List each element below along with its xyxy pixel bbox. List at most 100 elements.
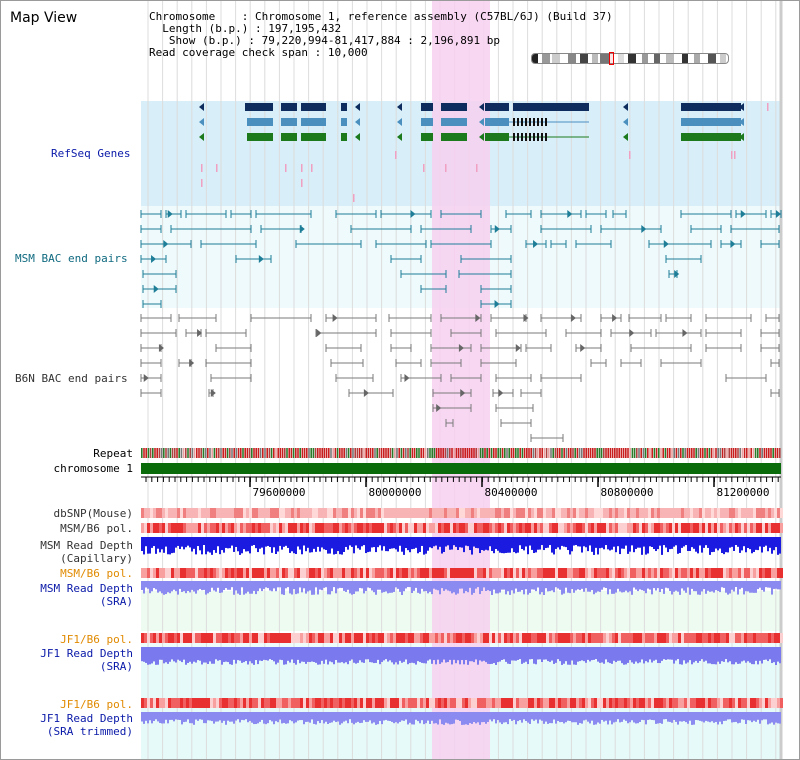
polymorphism-cell xyxy=(702,633,705,643)
read-depth-bar xyxy=(197,537,199,547)
read-depth-bar xyxy=(767,712,769,725)
read-depth-bar xyxy=(219,537,221,555)
polymorphism-cell xyxy=(360,508,363,518)
polymorphism-cell xyxy=(771,508,774,518)
read-depth-bar xyxy=(459,712,461,722)
read-depth-bar xyxy=(709,537,711,555)
polymorphism-cell xyxy=(777,633,780,643)
polymorphism-cell xyxy=(312,698,315,708)
polymorphism-cell xyxy=(768,698,771,708)
read-depth-bar xyxy=(373,537,375,548)
read-depth-bar xyxy=(715,712,717,722)
polymorphism-cell xyxy=(198,633,201,643)
read-depth-bar xyxy=(263,537,265,555)
read-depth-bar xyxy=(725,712,727,721)
read-depth-bar xyxy=(413,647,415,664)
polymorphism-cell xyxy=(189,523,192,533)
polymorphism-cell xyxy=(534,568,537,578)
read-depth-bar xyxy=(335,537,337,554)
read-depth-bar xyxy=(171,581,173,592)
polymorphism-cell xyxy=(369,698,372,708)
read-depth-bar xyxy=(265,581,267,588)
read-depth-bar xyxy=(147,647,149,665)
read-depth-bar xyxy=(331,647,333,663)
msm-bac-marker xyxy=(663,240,669,248)
repeat-mark xyxy=(372,448,374,458)
polymorphism-cell xyxy=(270,508,273,518)
read-depth-bar xyxy=(241,647,243,663)
read-depth-bar xyxy=(777,581,779,590)
polymorphism-cell xyxy=(780,568,783,578)
read-depth-bar xyxy=(635,537,637,549)
read-depth-bar xyxy=(449,537,451,550)
read-depth-bar xyxy=(401,712,403,721)
read-depth-bar xyxy=(397,581,399,589)
repeat-mark xyxy=(519,448,521,458)
read-depth-bar xyxy=(649,537,651,547)
polymorphism-cell xyxy=(267,523,270,533)
repeat-mark xyxy=(455,448,458,458)
read-depth-bar xyxy=(223,581,225,591)
read-depth-bar xyxy=(571,537,573,552)
polymorphism-cell xyxy=(381,523,384,533)
polymorphism-cell xyxy=(360,523,363,533)
ideogram-position-marker[interactable] xyxy=(609,52,614,65)
polymorphism-cell xyxy=(651,508,654,518)
repeat-mark xyxy=(229,448,231,458)
gene-exon-small xyxy=(533,133,535,141)
polymorphism-cell xyxy=(672,508,675,518)
read-depth-bar xyxy=(527,712,529,723)
repeat-mark xyxy=(308,448,310,458)
polymorphism-cell xyxy=(609,508,612,518)
read-depth-bar xyxy=(451,537,453,550)
polymorphism-cell xyxy=(675,633,678,643)
repeat-mark xyxy=(354,448,356,458)
repeat-mark xyxy=(209,448,211,458)
polymorphism-cell xyxy=(609,698,612,708)
read-depth-bar xyxy=(703,647,705,662)
read-depth-bar xyxy=(727,712,729,720)
polymorphism-cell xyxy=(462,568,465,578)
gene-tick xyxy=(301,179,303,187)
polymorphism-cell xyxy=(759,523,762,533)
polymorphism-cell xyxy=(711,568,714,578)
read-depth-bar xyxy=(229,581,231,590)
read-depth-bar xyxy=(505,581,507,595)
read-depth-bar xyxy=(539,712,541,720)
read-depth-bar xyxy=(705,581,707,594)
read-depth-bar xyxy=(779,712,781,724)
polymorphism-cell xyxy=(507,698,510,708)
polymorphism-cell xyxy=(528,508,531,518)
repeat-mark xyxy=(508,448,510,458)
polymorphism-cell xyxy=(516,633,519,643)
polymorphism-cell xyxy=(660,508,663,518)
read-depth-bar xyxy=(615,581,617,593)
read-depth-bar xyxy=(253,537,255,546)
repeat-mark xyxy=(319,448,321,458)
repeat-mark xyxy=(589,448,592,458)
polymorphism-cell xyxy=(186,568,189,578)
repeat-mark xyxy=(565,448,568,458)
read-depth-bar xyxy=(683,712,685,722)
read-depth-bar xyxy=(355,581,357,592)
read-depth-bar xyxy=(577,581,579,590)
read-depth-bar xyxy=(217,581,219,588)
polymorphism-cell xyxy=(591,508,594,518)
repeat-mark xyxy=(431,448,433,458)
polymorphism-cell xyxy=(594,698,597,708)
repeat-mark xyxy=(336,448,339,458)
read-depth-bar xyxy=(503,712,505,723)
repeat-mark xyxy=(196,448,198,458)
read-depth-bar xyxy=(245,537,247,552)
read-depth-bar xyxy=(489,537,491,547)
read-depth-bar xyxy=(315,712,317,725)
polymorphism-cell xyxy=(495,523,498,533)
read-depth-bar xyxy=(611,537,613,550)
polymorphism-cell xyxy=(750,508,753,518)
read-depth-bar xyxy=(491,537,493,551)
chromosome-ideogram[interactable] xyxy=(531,53,729,64)
read-depth-bar xyxy=(309,712,311,723)
read-depth-bar xyxy=(763,647,765,660)
